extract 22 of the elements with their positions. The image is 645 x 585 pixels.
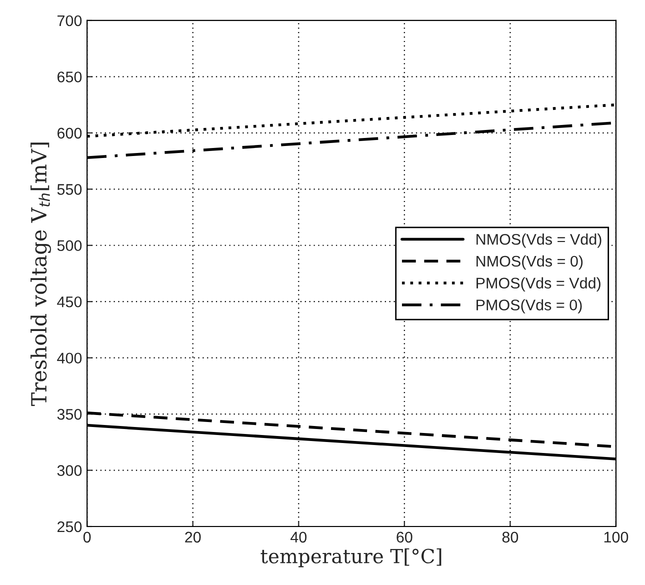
legend-label: NMOS(Vds = 0): [476, 255, 583, 270]
legend-label: PMOS(Vds = 0): [476, 299, 582, 314]
y-tick-label: 550: [57, 184, 82, 195]
y-axis-title: Treshold voltage V$_{th}$[mV]: [30, 142, 52, 406]
x-tick-label: 20: [185, 532, 201, 543]
y-tick-label: 700: [58, 15, 82, 26]
x-tick-label: 40: [290, 532, 307, 543]
y-tick-label: 300: [57, 465, 82, 476]
y-tick-label: 500: [57, 240, 82, 252]
x-tick-label: 60: [396, 532, 412, 543]
y-tick-label: 350: [57, 408, 82, 420]
x-tick-label: 80: [502, 532, 518, 543]
y-tick-label: 400: [57, 352, 82, 364]
y-tick-label: 600: [58, 128, 82, 139]
y-tick-label: 450: [57, 296, 82, 308]
y-tick-label: 650: [58, 72, 82, 82]
x-tick-label: 100: [604, 532, 628, 543]
y-tick-label: 250: [57, 521, 82, 532]
x-tick-label: 0: [83, 532, 91, 543]
legend-label: PMOS(Vds = Vdd): [476, 277, 600, 292]
legend-label: NMOS(Vds = Vdd): [476, 234, 602, 248]
x-axis-title: temperature T[°C]: [260, 548, 442, 568]
